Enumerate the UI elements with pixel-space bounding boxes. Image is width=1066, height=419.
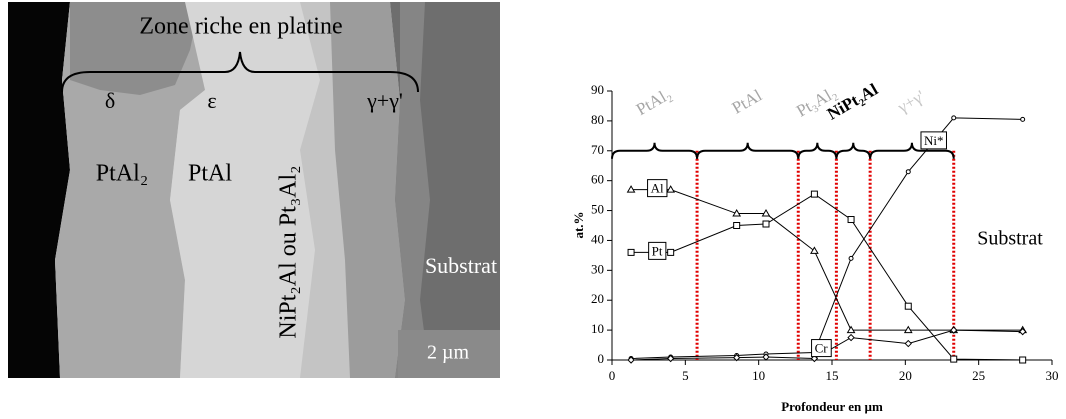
marker — [733, 222, 741, 229]
marker — [848, 255, 854, 261]
metal-edge — [8, 2, 70, 378]
marker — [761, 209, 771, 217]
phase-label: ε — [207, 88, 216, 113]
scale-bar-box — [398, 330, 500, 378]
x-tick-label: 25 — [972, 368, 985, 383]
marker — [903, 325, 913, 334]
marker — [627, 248, 635, 256]
phase-label: NiPt₂Al — [824, 79, 881, 123]
marker — [667, 248, 675, 256]
series-label: Ni* — [924, 133, 944, 148]
series-label: Al — [651, 181, 664, 196]
x-tick-label: 20 — [899, 368, 912, 383]
y-tick-label: 70 — [591, 142, 604, 157]
marker — [905, 169, 911, 175]
x-tick-label: 15 — [826, 368, 839, 383]
marker — [1019, 356, 1027, 364]
marker — [847, 216, 855, 224]
phase-brace — [797, 142, 838, 159]
phase-label: δ — [105, 88, 115, 113]
marker — [627, 356, 635, 364]
x-tick-label: 30 — [1046, 368, 1059, 383]
y-axis-label: at.% — [571, 211, 586, 238]
marker — [732, 209, 742, 217]
phase-label: γ+γ' — [366, 88, 403, 113]
layer-label: PtAl — [188, 161, 232, 187]
marker — [762, 353, 770, 361]
marker — [810, 246, 819, 254]
y-tick-label: 80 — [591, 112, 604, 127]
series-label-box — [647, 179, 668, 198]
y-tick-label: 50 — [591, 202, 604, 217]
x-tick-label: 5 — [682, 368, 689, 383]
micrograph: Zone riche en platine δ ε γ+γ' PtAl₂ PtA… — [8, 2, 500, 378]
series-label-box — [811, 339, 832, 358]
ptal-layer — [170, 2, 320, 378]
marker — [762, 220, 770, 228]
marker — [951, 115, 957, 121]
phase-label: PtAl — [729, 85, 766, 117]
scale-bar-label: 2 µm — [427, 342, 470, 364]
marker — [904, 302, 912, 310]
marker — [950, 326, 958, 334]
y-tick-label: 20 — [591, 291, 604, 306]
marker — [847, 333, 855, 342]
x-tick-label: 10 — [752, 368, 765, 383]
y-tick-label: 10 — [591, 321, 604, 336]
marker — [1020, 116, 1026, 122]
phase-brace — [835, 142, 872, 159]
marker — [846, 325, 856, 334]
marker — [810, 190, 818, 198]
series-line — [631, 189, 1023, 331]
marker — [904, 339, 912, 348]
series-label: Cr — [815, 341, 829, 356]
y-tick-label: 30 — [591, 261, 604, 276]
phase-brace — [869, 142, 955, 159]
marker — [950, 355, 958, 363]
y-tick-label: 60 — [591, 172, 604, 187]
substrate-label: Substrat — [425, 253, 497, 278]
interdiffusion — [395, 2, 430, 378]
marker — [626, 185, 636, 193]
y-tick-label: 0 — [598, 351, 605, 366]
series-label: Pt — [652, 243, 663, 258]
marker — [666, 354, 675, 363]
layer-label: PtAl₂ — [96, 161, 148, 187]
x-tick-label: 0 — [609, 368, 616, 383]
y-tick-label: 90 — [591, 82, 604, 97]
zone-title: Zone riche en platine — [139, 14, 342, 40]
x-axis-label: Profondeur en µm — [781, 399, 883, 414]
marker — [1018, 327, 1027, 336]
ptal2-layer — [55, 2, 230, 378]
zone-brace — [61, 51, 419, 93]
phase-label: PtAl₂ — [633, 84, 675, 119]
layer-label: NiPt₂Al ou Pt₃Al₂ — [276, 165, 302, 338]
phase-label: γ+γ' — [894, 86, 928, 117]
y-tick-label: 40 — [591, 231, 604, 246]
chart: Profondeur en µm at.% Substrat 0 5 10 15 20 2… — [571, 79, 1059, 414]
phase-brace — [696, 142, 800, 159]
phase-brace — [611, 142, 699, 159]
annotation: Substrat — [977, 228, 1043, 250]
series-label-box — [648, 241, 667, 260]
marker — [666, 185, 676, 193]
gamma-layer — [330, 2, 405, 378]
series-line — [631, 117, 1023, 360]
series-label-box — [920, 131, 947, 150]
marker — [732, 353, 741, 362]
